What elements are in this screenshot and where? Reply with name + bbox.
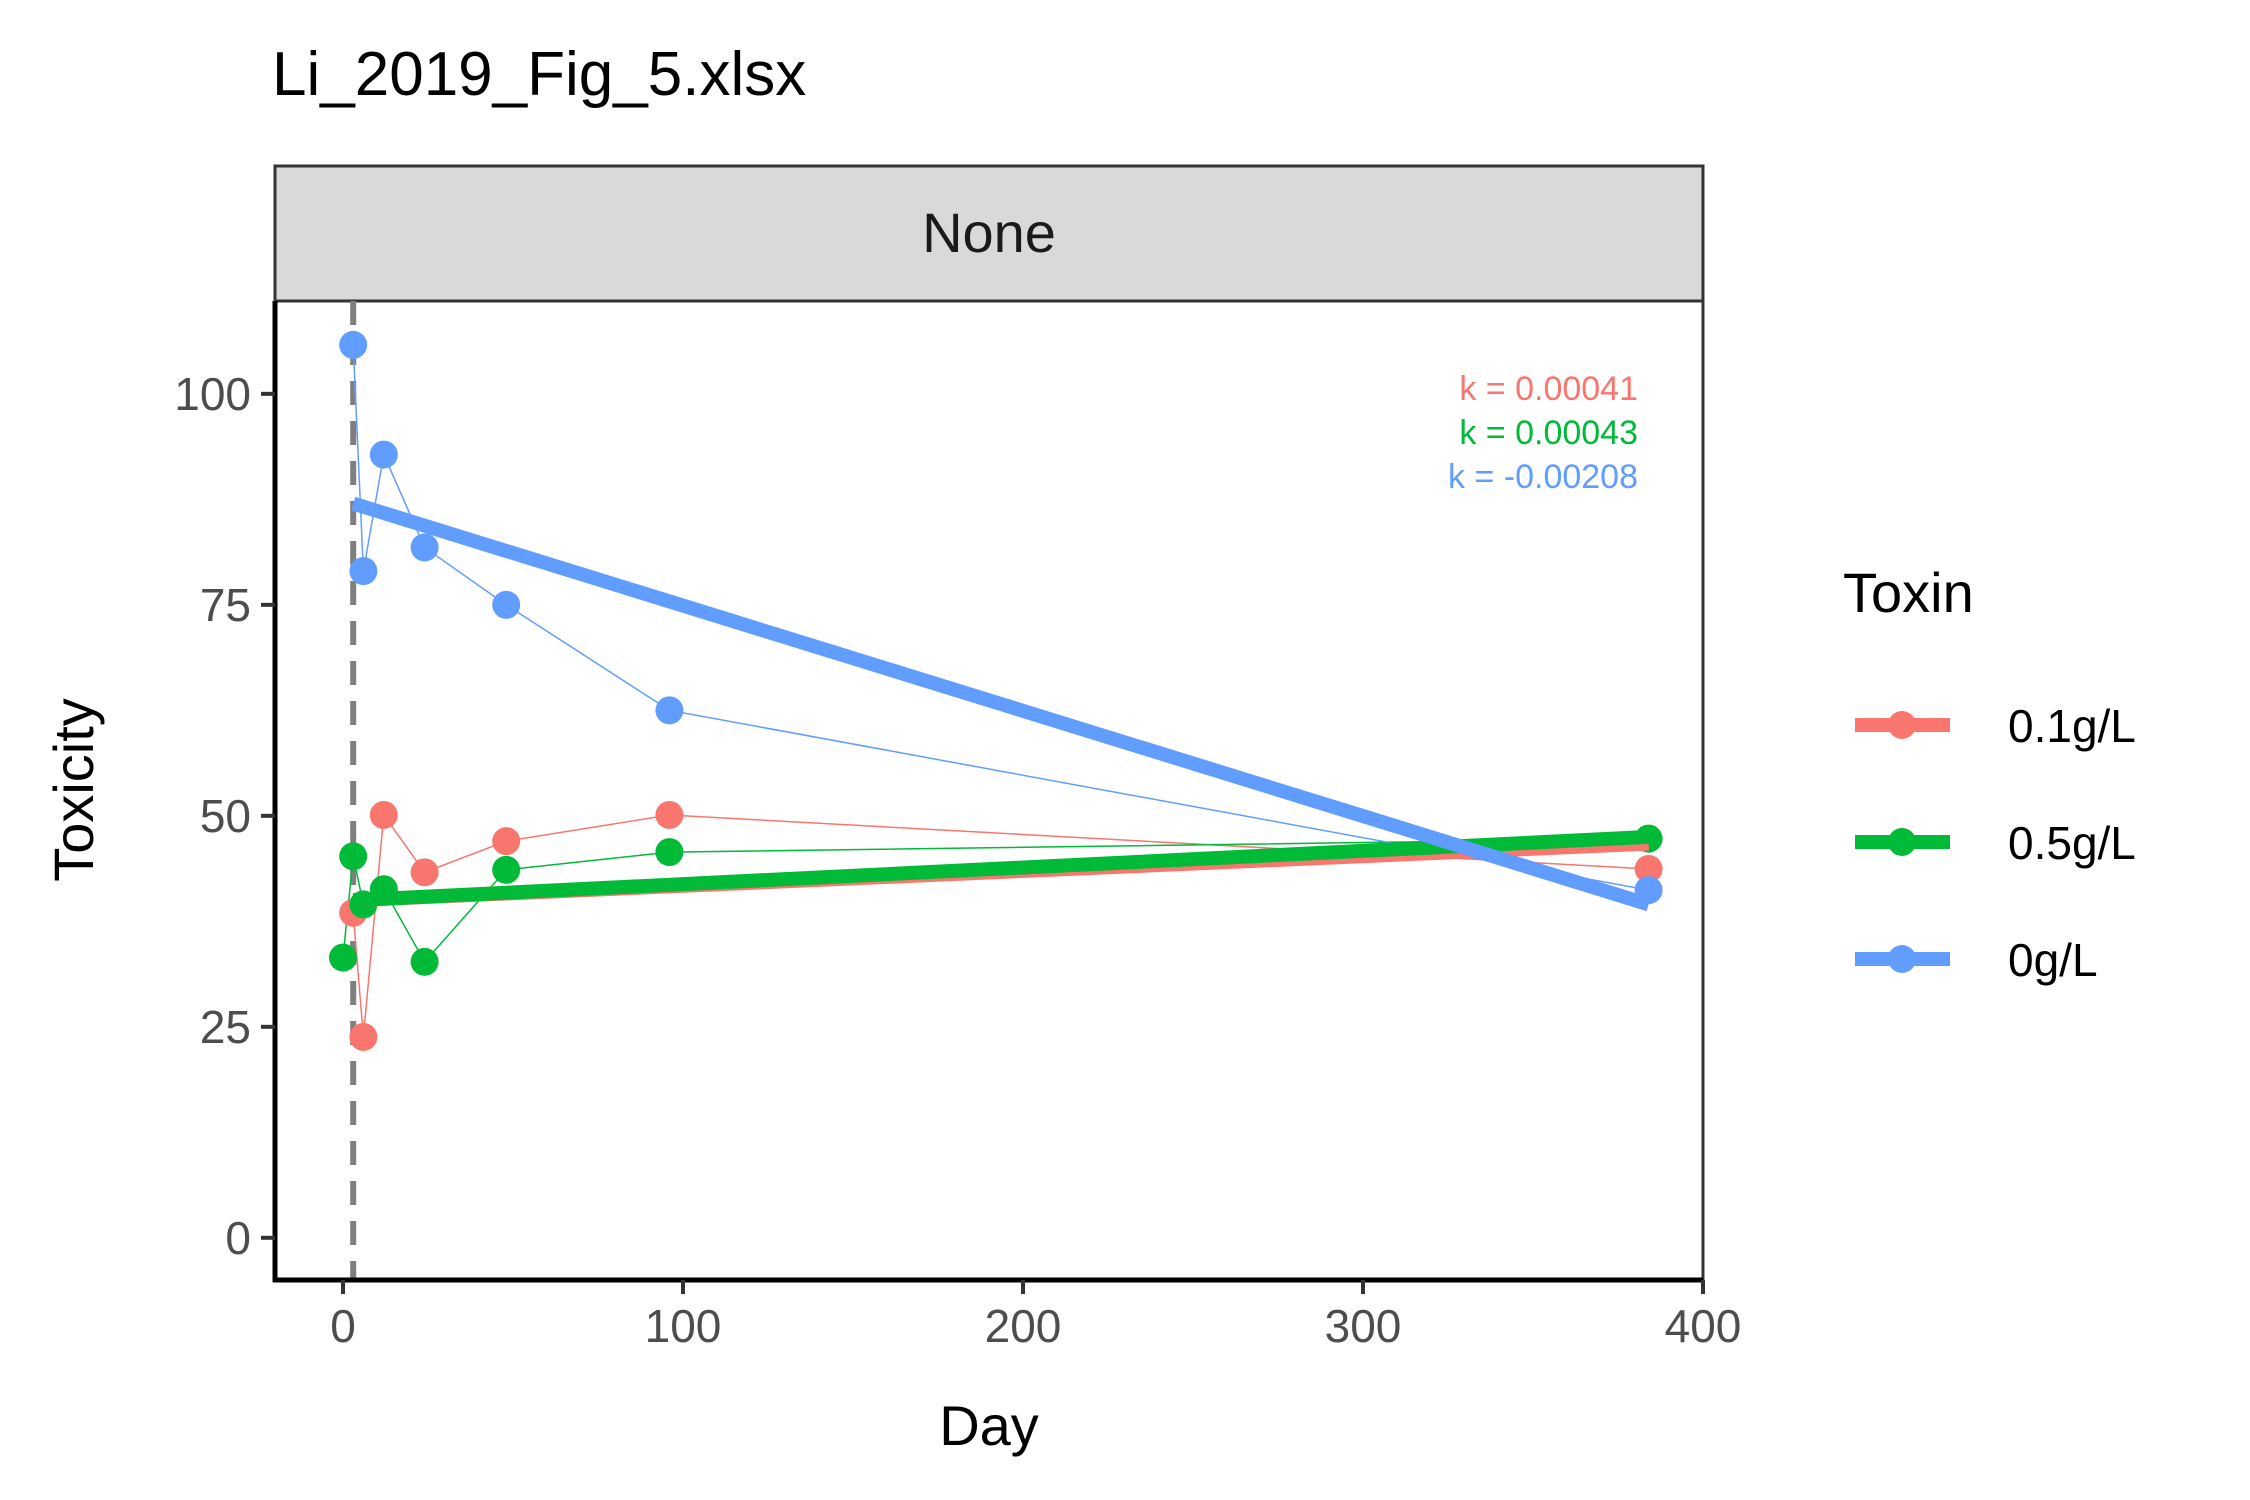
y-tick-label-4: 100 — [174, 368, 251, 420]
y-tick-label-3: 75 — [200, 579, 251, 631]
data-point-2-5 — [655, 696, 684, 725]
x-tick-label-4: 400 — [1665, 1300, 1742, 1352]
legend-key-point-2 — [1888, 945, 1916, 973]
facet-strip — [273, 164, 1705, 303]
legend-key-point-1 — [1888, 828, 1916, 856]
k-annotation-2: k = -0.00208 — [1448, 458, 1638, 496]
x-axis-title: Day — [939, 1394, 1039, 1457]
y-tick-label-0: 0 — [225, 1212, 251, 1264]
data-point-0-2 — [369, 800, 398, 829]
data-point-2-0 — [339, 330, 368, 359]
x-tick-label-1: 100 — [645, 1300, 722, 1352]
data-layer: k = 0.00041 k = 0.00043 k = -0.00208 — [329, 301, 1663, 1280]
data-point-0-3 — [410, 858, 439, 887]
fit-line-2 — [351, 496, 1651, 912]
data-point-1-6 — [655, 838, 684, 867]
plot-panel — [273, 299, 1705, 1282]
legend-key-point-0 — [1888, 711, 1916, 739]
y-tick-label-1: 25 — [200, 1001, 251, 1053]
k-annotation-1: k = 0.00043 — [1459, 414, 1638, 452]
facet-strip-label: None — [922, 201, 1056, 264]
data-point-0-6 — [1634, 854, 1663, 883]
data-point-1-5 — [492, 855, 521, 884]
data-point-2-3 — [410, 533, 439, 562]
data-point-2-4 — [492, 590, 521, 619]
data-point-2-2 — [369, 440, 398, 469]
data-point-1-0 — [329, 943, 357, 972]
legend-label-1: 0.5g/L — [2008, 817, 2136, 869]
data-point-2-1 — [349, 557, 378, 586]
plot-title: Li_2019_Fig_5.xlsx — [272, 40, 806, 109]
x-tick-label-2: 200 — [985, 1300, 1062, 1352]
k-annotation-0: k = 0.00041 — [1459, 370, 1638, 408]
axes-layer: 0 100 200 300 400 0 25 50 75 100 — [174, 301, 1741, 1352]
legend-title: Toxin — [1843, 561, 1974, 624]
data-point-1-4 — [410, 947, 439, 976]
x-tick-label-0: 0 — [330, 1300, 356, 1352]
data-point-0-5 — [655, 800, 684, 829]
legend-label-0: 0.1g/L — [2008, 700, 2136, 752]
legend-label-2: 0g/L — [2008, 934, 2098, 986]
x-tick-label-3: 300 — [1325, 1300, 1402, 1352]
fit-line-1 — [352, 829, 1649, 908]
data-point-0-4 — [492, 827, 521, 856]
legend: Toxin 0.1g/L 0.5g/L 0g/L — [1843, 561, 2136, 986]
y-axis-title: Toxicity — [42, 698, 105, 882]
data-point-0-1 — [349, 1022, 378, 1051]
data-point-1-1 — [339, 842, 368, 871]
y-tick-label-2: 50 — [200, 790, 251, 842]
